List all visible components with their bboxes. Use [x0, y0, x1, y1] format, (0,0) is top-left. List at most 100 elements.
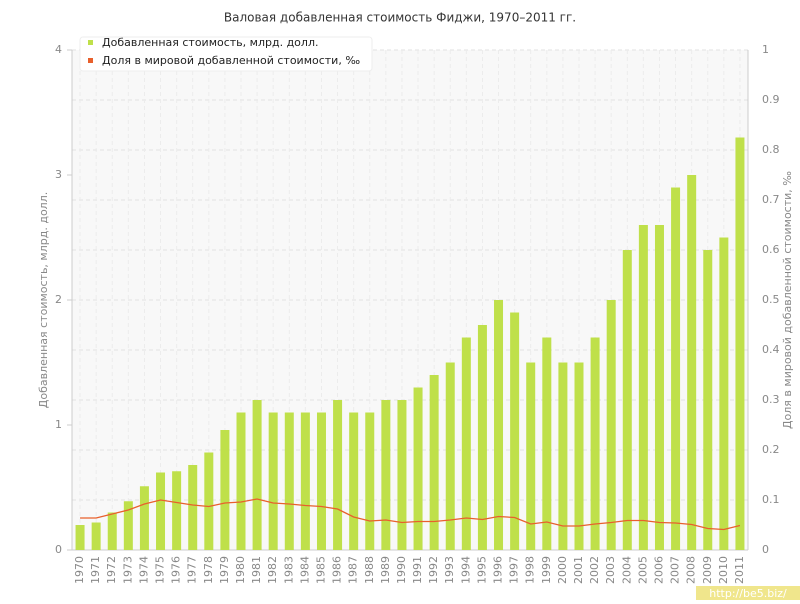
watermark-bg [696, 586, 800, 600]
x-tick-label: 1989 [379, 556, 392, 584]
bar [139, 486, 149, 550]
x-tick-label: 1997 [508, 556, 521, 584]
bar [268, 412, 278, 550]
bar [75, 525, 85, 550]
bar [558, 362, 568, 550]
legend-swatch [88, 58, 93, 63]
bar [252, 400, 262, 550]
bar [477, 325, 487, 550]
bar [687, 175, 697, 550]
y2-tick-label: 0.6 [762, 243, 780, 256]
x-tick-label: 2011 [733, 556, 746, 584]
bar [494, 300, 504, 550]
x-tick-label: 1970 [73, 556, 86, 584]
x-tick-label: 1979 [218, 556, 231, 584]
bar [333, 400, 343, 550]
x-tick-label: 1978 [202, 556, 215, 584]
x-tick-label: 2008 [685, 556, 698, 584]
bar [413, 387, 423, 550]
x-tick-label: 1985 [314, 556, 327, 584]
x-tick-label: 1977 [186, 556, 199, 584]
x-tick-label: 1999 [540, 556, 553, 584]
y2-tick-label: 1 [762, 43, 769, 56]
y-tick-label: 2 [55, 293, 62, 306]
x-tick-label: 1995 [475, 556, 488, 584]
bar [542, 337, 552, 550]
legend-swatch [88, 40, 93, 45]
x-tick-label: 1991 [411, 556, 424, 584]
bar [445, 362, 455, 550]
bar [703, 250, 713, 550]
x-tick-label: 1994 [459, 556, 472, 584]
x-tick-label: 1988 [363, 556, 376, 584]
y2-tick-label: 0.1 [762, 493, 780, 506]
y2-tick-label: 0 [762, 543, 769, 556]
bar [461, 337, 471, 550]
bar [510, 312, 520, 550]
bar [107, 512, 117, 550]
x-tick-label: 1990 [395, 556, 408, 584]
y2-tick-label: 0.9 [762, 93, 780, 106]
bar [638, 225, 648, 550]
y2-tick-label: 0.4 [762, 343, 780, 356]
y2-tick-label: 0.2 [762, 443, 780, 456]
x-tick-label: 1981 [250, 556, 263, 584]
x-tick-label: 1987 [347, 556, 360, 584]
x-tick-label: 2000 [556, 556, 569, 584]
bar [381, 400, 391, 550]
y-tick-label: 1 [55, 418, 62, 431]
x-tick-label: 1975 [154, 556, 167, 584]
bar [654, 225, 664, 550]
x-tick-label: 2006 [652, 556, 665, 584]
x-tick-label: 1998 [524, 556, 537, 584]
bar [204, 452, 214, 550]
bar [397, 400, 407, 550]
watermark: http://be5.biz/ [709, 587, 787, 600]
bar [91, 522, 101, 550]
x-tick-label: 1973 [121, 556, 134, 584]
bar [606, 300, 616, 550]
x-tick-label: 1980 [234, 556, 247, 584]
legend-label: Добавленная стоимость, млрд. долл. [102, 36, 318, 49]
x-tick-label: 2001 [572, 556, 585, 584]
bar [284, 412, 294, 550]
bar [236, 412, 246, 550]
x-tick-label: 2003 [604, 556, 617, 584]
x-tick-label: 2004 [620, 556, 633, 584]
y-axis-label: Добавленная стоимость, млрд. долл. [37, 192, 50, 408]
y2-tick-label: 0.7 [762, 193, 780, 206]
x-tick-label: 1986 [331, 556, 344, 584]
x-tick-label: 1992 [427, 556, 440, 584]
x-tick-label: 1983 [282, 556, 295, 584]
x-tick-label: 1971 [89, 556, 102, 584]
x-tick-label: 2010 [717, 556, 730, 584]
x-tick-label: 1974 [137, 556, 150, 584]
x-tick-label: 1982 [266, 556, 279, 584]
x-tick-label: 1972 [105, 556, 118, 584]
legend-box [79, 36, 373, 72]
y2-axis-label: Доля в мировой добавленной стоимости, ‰ [781, 171, 794, 429]
y-tick-label: 3 [55, 168, 62, 181]
y2-tick-label: 0.5 [762, 293, 780, 306]
y-tick-label: 4 [55, 43, 62, 56]
bar [220, 430, 230, 550]
bar [156, 472, 166, 550]
legend-label: Доля в мировой добавленной стоимости, ‰ [102, 54, 360, 67]
line [80, 498, 741, 531]
x-tick-label: 1984 [298, 556, 311, 584]
bar [574, 362, 584, 550]
bar [123, 501, 133, 550]
x-tick-label: 2007 [669, 556, 682, 584]
y-tick-label: 0 [55, 543, 62, 556]
y2-tick-label: 0.8 [762, 143, 780, 156]
bar [622, 250, 632, 550]
x-tick-label: 1996 [492, 556, 505, 584]
x-tick-label: 1976 [170, 556, 183, 584]
bar [735, 137, 745, 550]
bar [300, 412, 310, 550]
bar [429, 375, 439, 550]
x-tick-label: 2002 [588, 556, 601, 584]
bar [172, 471, 182, 550]
